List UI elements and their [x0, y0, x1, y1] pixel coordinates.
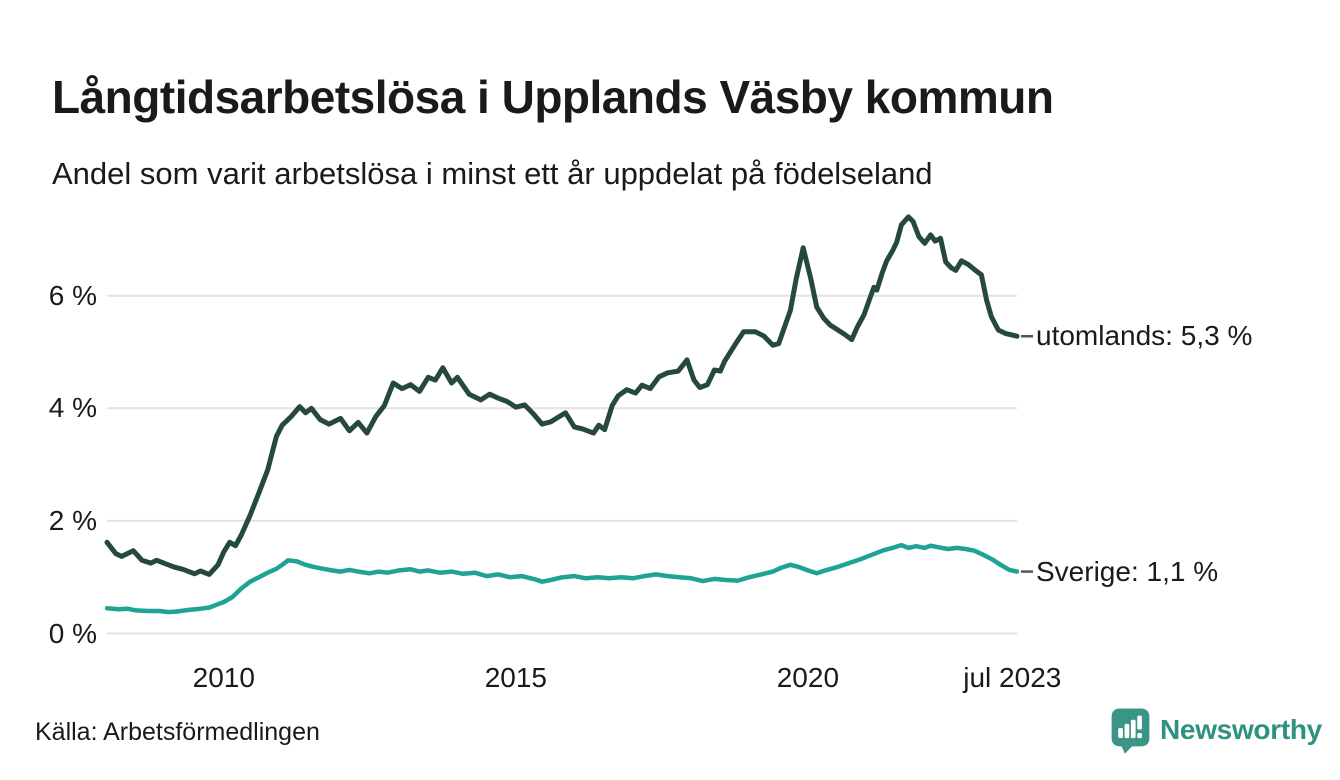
chart-title: Långtidsarbetslösa i Upplands Väsby komm…: [52, 70, 1054, 123]
y-tick-label: 0 %: [48, 617, 97, 649]
newsworthy-logo: Newsworthy: [1110, 706, 1322, 754]
source-note: Källa: Arbetsförmedlingen: [35, 718, 320, 746]
x-tick-label: jul 2023: [963, 662, 1062, 693]
newsworthy-logo-icon: [1111, 708, 1150, 754]
series-end-label-sverige: Sverige: 1,1 %: [1036, 555, 1219, 587]
newsworthy-wordmark: Newsworthy: [1160, 714, 1322, 745]
x-tick-label: 2020: [776, 662, 840, 693]
series-line-sverige: [104, 542, 1020, 615]
y-tick-label: 2 %: [48, 504, 97, 536]
x-tick-label: 2010: [192, 662, 255, 693]
x-tick-label: 2015: [484, 662, 547, 693]
series-line-utomlands: [104, 214, 1020, 577]
series-end-label-utomlands: utomlands: 5,3 %: [1036, 320, 1253, 352]
chart-subtitle: Andel som varit arbetslösa i minst ett å…: [52, 156, 933, 191]
y-tick-label: 4 %: [48, 392, 97, 424]
y-tick-label: 6 %: [48, 279, 97, 311]
